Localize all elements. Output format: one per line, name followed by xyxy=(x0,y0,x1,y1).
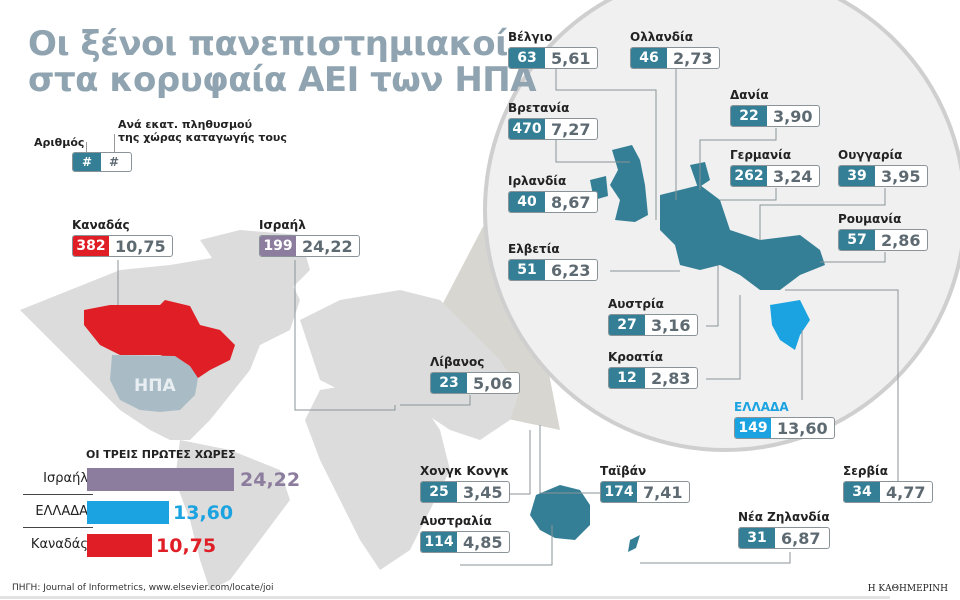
callout-romania: Ρουμανία 57 2,86 xyxy=(838,212,928,251)
callout-ireland: Ιρλανδία 40 8,67 xyxy=(508,174,598,213)
top-three-heading: ΟΙ ΤΡΕΙΣ ΠΡΩΤΕΣ ΧΩΡΕΣ xyxy=(86,448,236,461)
canada-highlight xyxy=(84,300,235,378)
callout-canada: Καναδάς 382 10,75 xyxy=(72,218,173,257)
legend-tick xyxy=(114,134,115,156)
eurasia-land xyxy=(300,290,520,440)
callout-hungary: Ουγγαρία 39 3,95 xyxy=(838,148,928,187)
leader-lines xyxy=(117,69,899,566)
title-line-1: Οι ξένοι πανεπιστημιακοί xyxy=(28,24,508,64)
bar-row-israel: Ισραήλ 24,22 xyxy=(43,468,301,491)
publisher-brand: Η ΚΑΘΗΜΕΡΙΝΗ xyxy=(867,584,948,594)
africa-land xyxy=(305,380,450,570)
greece-highlight xyxy=(770,300,810,350)
legend-tick xyxy=(86,142,87,156)
callout-australia: Αυστραλία 114 4,85 xyxy=(420,514,510,553)
legend-sample-box: # # xyxy=(72,152,132,172)
divider xyxy=(23,527,93,528)
callout-belgium: Βέλγιο 63 5,61 xyxy=(508,30,598,69)
callout-switzerland: Ελβετία 51 6,23 xyxy=(508,242,598,281)
callout-germany: Γερμανία 262 3,24 xyxy=(730,148,820,187)
callout-taiwan: Ταϊβάν 174 7,41 xyxy=(600,464,690,503)
usa-highlight xyxy=(110,355,198,412)
callout-israel: Ισραήλ 199 24,22 xyxy=(259,218,360,257)
uk-highlight xyxy=(610,145,648,222)
legend-count-label: Αριθμός xyxy=(34,136,85,149)
source-note: ΠΗΓΗ: Journal of Informetrics, www.elsev… xyxy=(12,583,274,593)
callout-greece: ΕΛΛΑΔΑ 149 13,60 xyxy=(734,400,835,439)
callout-austria: Αυστρία 27 3,16 xyxy=(608,297,698,336)
bar-canada xyxy=(87,534,152,557)
divider xyxy=(23,494,93,495)
legend: Αριθμός Ανά εκατ. πληθυσμού της χώρας κα… xyxy=(30,118,330,178)
bar-israel xyxy=(87,468,234,491)
callout-uk: Βρετανία 470 7,27 xyxy=(508,101,598,140)
callout-newzealand: Νέα Ζηλανδία 31 6,87 xyxy=(738,510,830,549)
australia-highlight xyxy=(530,485,590,540)
central-europe-highlight xyxy=(660,185,825,290)
usa-label: ΗΠΑ xyxy=(134,376,176,396)
callout-serbia: Σερβία 34 4,77 xyxy=(843,464,933,503)
legend-rate-label: Ανά εκατ. πληθυσμού της χώρας καταγωγής … xyxy=(118,118,287,144)
callout-croatia: Κροατία 12 2,83 xyxy=(608,350,698,389)
footer-rule xyxy=(0,596,890,599)
callout-denmark: Δανία 22 3,90 xyxy=(730,88,820,127)
bar-row-canada: Καναδάς 10,75 xyxy=(30,534,217,557)
title-line-2: στα κορυφαία ΑΕΙ των ΗΠΑ xyxy=(28,60,537,100)
bar-row-greece: ΕΛΛΑΔΑ 13,60 xyxy=(35,501,234,524)
callout-hongkong: Χονγκ Κονγκ 25 3,45 xyxy=(420,464,510,503)
callout-netherlands: Ολλανδία 46 2,73 xyxy=(630,30,720,69)
callout-lebanon: Λίβανος 23 5,06 xyxy=(430,355,520,394)
bar-greece xyxy=(87,501,169,524)
page-title: Οι ξένοι πανεπιστημιακοί στα κορυφαία ΑΕ… xyxy=(28,24,537,100)
newzealand-highlight xyxy=(628,535,640,552)
